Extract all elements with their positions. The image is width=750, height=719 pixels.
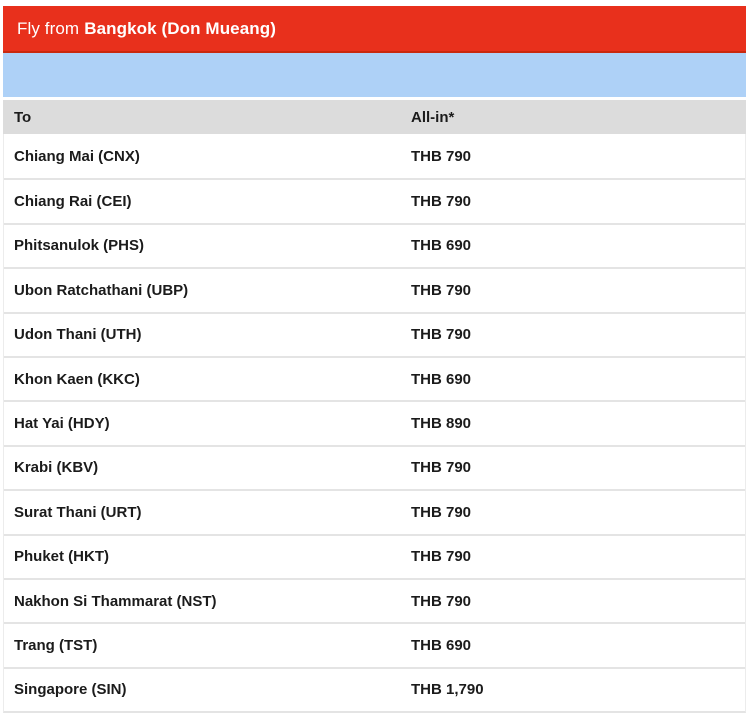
price-cell: THB 690	[411, 370, 472, 388]
table-row: Nakhon Si Thammarat (NST) THB 790	[4, 577, 745, 622]
destination-cell: Trang (TST)	[14, 636, 98, 654]
price-cell: THB 790	[411, 459, 472, 477]
table-row: Krabi (KBV) THB 790	[4, 444, 745, 489]
price-cell: THB 790	[411, 147, 472, 165]
table-row: Chiang Mai (CNX) THB 790	[4, 134, 745, 178]
table-row: Trang (TST) THB 690	[4, 622, 745, 666]
price-cell: THB 790	[411, 548, 472, 566]
table-row: Phuket (HKT) THB 790	[4, 533, 745, 578]
price-cell: THB 690	[411, 636, 472, 654]
table-row: Udon Thani (UTH) THB 790	[4, 311, 745, 356]
table-row: Chiang Rai (CEI) THB 790	[4, 178, 745, 222]
price-cell: THB 690	[411, 237, 472, 255]
table-row: Ubon Ratchathani (UBP) THB 790	[4, 267, 745, 311]
banner-origin-city: Bangkok (Don Mueang)	[84, 18, 277, 38]
table-row: Khon Kaen (KKC) THB 690	[4, 355, 745, 400]
table-row: Phitsanulok (PHS) THB 690	[4, 222, 745, 267]
fare-table-widget: Fly from Bangkok (Don Mueang) To All-in*…	[3, 6, 746, 714]
price-cell: THB 1,790	[411, 681, 484, 699]
price-cell: THB 890	[411, 415, 472, 433]
table-row: Hat Yai (HDY) THB 890	[4, 400, 745, 444]
promo-blue-strip	[3, 53, 746, 97]
price-cell: THB 790	[411, 592, 472, 610]
fly-from-banner: Fly from Bangkok (Don Mueang)	[3, 6, 746, 53]
banner-prefix: Fly from	[17, 18, 80, 38]
destination-cell: Khon Kaen (KKC)	[14, 370, 140, 388]
table-row: Surat Thani (URT) THB 790	[4, 489, 745, 533]
destination-cell: Chiang Mai (CNX)	[14, 147, 140, 165]
price-cell: THB 790	[411, 193, 472, 211]
destination-cell: Hat Yai (HDY)	[14, 415, 110, 433]
fare-table-body: Chiang Mai (CNX) THB 790 Chiang Rai (CEI…	[3, 134, 746, 714]
destination-cell: Singapore (SIN)	[14, 681, 127, 699]
destination-cell: Ubon Ratchathani (UBP)	[14, 281, 189, 299]
price-cell: THB 790	[411, 281, 472, 299]
column-header-row: To All-in*	[3, 100, 746, 134]
destination-cell: Krabi (KBV)	[14, 459, 99, 477]
destination-cell: Surat Thani (URT)	[14, 503, 142, 521]
column-header-all-in: All-in*	[411, 108, 455, 126]
destination-cell: Phitsanulok (PHS)	[14, 237, 145, 255]
destination-cell: Phuket (HKT)	[14, 548, 109, 566]
table-row: Singapore (SIN) THB 1,790	[4, 666, 745, 711]
destination-cell: Nakhon Si Thammarat (NST)	[14, 592, 217, 610]
destination-cell: Udon Thani (UTH)	[14, 326, 142, 344]
column-header-to: To	[14, 108, 32, 126]
destination-cell: Chiang Rai (CEI)	[14, 193, 132, 211]
price-cell: THB 790	[411, 503, 472, 521]
price-cell: THB 790	[411, 326, 472, 344]
